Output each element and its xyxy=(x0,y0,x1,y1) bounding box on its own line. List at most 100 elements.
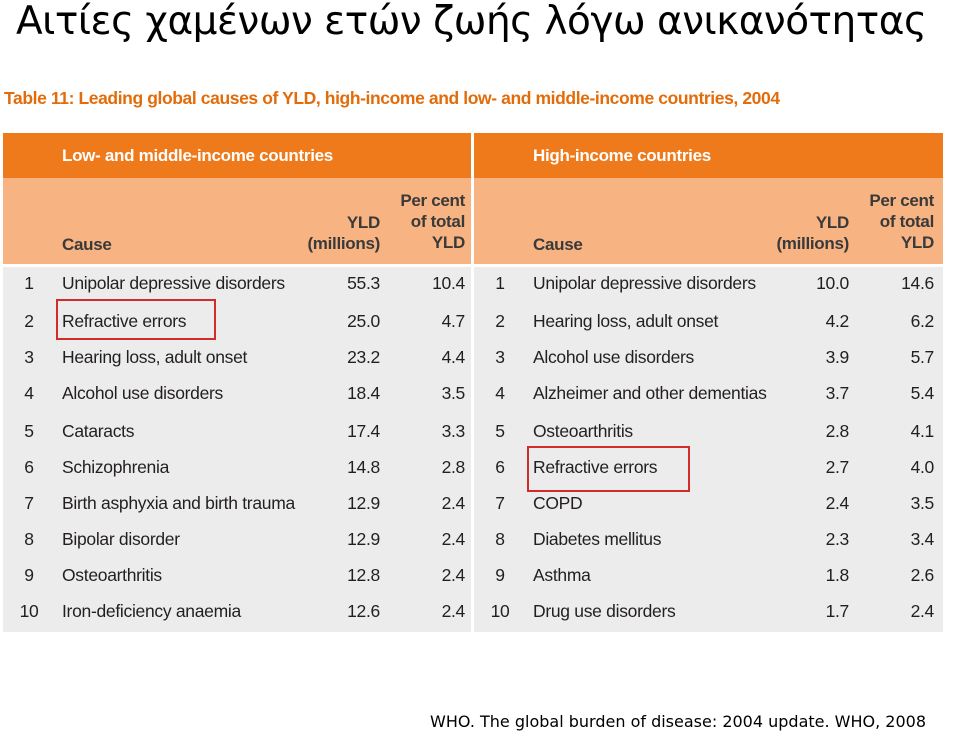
yld-cell: 12.8 xyxy=(347,565,380,585)
header-rule xyxy=(474,264,943,267)
yld-header-line: (millions) xyxy=(307,234,380,253)
rank-cell: 5 xyxy=(495,421,505,441)
rank-cell: 2 xyxy=(24,311,34,331)
percent-header-line: Per cent xyxy=(869,191,934,210)
slide-title: Αιτίες χαμένων ετών ζωής λόγω ανικανότητ… xyxy=(16,0,927,44)
table-row: 9 Osteoarthritis 12.8 2.4 xyxy=(3,563,471,587)
percent-cell: 6.2 xyxy=(910,311,935,331)
yld-column-header: YLD (millions) xyxy=(307,212,380,254)
yld-cell: 3.7 xyxy=(825,383,850,403)
yld-cell: 2.8 xyxy=(825,421,850,441)
rank-cell: 8 xyxy=(24,529,34,549)
cause-cell: Diabetes mellitus xyxy=(533,529,662,549)
cause-cell: Hearing loss, adult onset xyxy=(533,311,719,331)
table-body: 1 Unipolar depressive disorders 10.0 14.6 2 H… xyxy=(474,267,943,632)
percent-cell: 3.5 xyxy=(910,493,935,513)
cause-cell: Alcohol use disorders xyxy=(533,347,695,367)
percent-cell: 3.3 xyxy=(441,421,466,441)
rank-cell: 9 xyxy=(24,565,34,585)
percent-cell: 2.6 xyxy=(910,565,935,585)
cause-cell: Drug use disorders xyxy=(533,601,676,621)
table-row: 6 Refractive errors 2.7 4.0 xyxy=(474,455,943,479)
table-row: 7 COPD 2.4 3.5 xyxy=(474,491,943,515)
table-row: 5 Cataracts 17.4 3.3 xyxy=(3,419,471,443)
yld-cell: 55.3 xyxy=(347,273,380,293)
yld-header-line: YLD xyxy=(815,213,849,232)
yld-cell: 23.2 xyxy=(347,347,380,367)
rank-cell: 10 xyxy=(490,601,510,621)
yld-cell: 14.8 xyxy=(347,457,380,477)
yld-table: Low- and middle-income countries Cause Y… xyxy=(3,133,943,632)
cause-cell: Alzheimer and other dementias xyxy=(533,383,767,403)
percent-cell: 2.4 xyxy=(441,565,466,585)
percent-cell: 4.0 xyxy=(910,457,935,477)
yld-cell: 2.4 xyxy=(825,493,850,513)
cause-cell: Refractive errors xyxy=(62,311,187,331)
cause-cell: Asthma xyxy=(533,565,591,585)
cause-cell: Bipolar disorder xyxy=(62,529,180,549)
table-row: 3 Alcohol use disorders 3.9 5.7 xyxy=(474,345,943,369)
cause-cell: Hearing loss, adult onset xyxy=(62,347,248,367)
percent-header-line: of total xyxy=(410,212,466,231)
header-rule xyxy=(3,264,471,267)
percent-cell: 2.4 xyxy=(441,601,466,621)
cause-cell: Birth asphyxia and birth trauma xyxy=(62,493,295,513)
percent-cell: 5.7 xyxy=(910,347,935,367)
column-headers: Cause YLD (millions) Per cent of total Y… xyxy=(3,178,471,264)
yld-cell: 12.6 xyxy=(347,601,380,621)
cause-cell: Osteoarthritis xyxy=(62,565,162,585)
percent-column-header: Per cent of total YLD xyxy=(869,190,934,253)
cause-cell: Schizophrenia xyxy=(62,457,170,477)
rank-cell: 1 xyxy=(495,273,505,293)
cause-column-header: Cause xyxy=(62,235,112,254)
percent-header-line: of total xyxy=(879,212,935,231)
table-row: 2 Refractive errors 25.0 4.7 xyxy=(3,309,471,333)
refractive-errors-highlight xyxy=(527,446,690,492)
group-header: Low- and middle-income countries xyxy=(3,133,471,178)
cause-cell: Iron-deficiency anaemia xyxy=(62,601,241,621)
rank-cell: 9 xyxy=(495,565,505,585)
percent-cell: 10.4 xyxy=(432,273,465,293)
rank-cell: 3 xyxy=(24,347,34,367)
yld-cell: 12.9 xyxy=(347,529,380,549)
column-headers: Cause YLD (millions) Per cent of total Y… xyxy=(474,178,943,264)
percent-cell: 3.5 xyxy=(441,383,466,403)
yld-cell: 12.9 xyxy=(347,493,380,513)
percent-cell: 5.4 xyxy=(910,383,935,403)
yld-cell: 17.4 xyxy=(347,421,380,441)
table-row: 6 Schizophrenia 14.8 2.8 xyxy=(3,455,471,479)
percent-header-line: YLD xyxy=(431,233,465,252)
rank-cell: 7 xyxy=(24,493,34,513)
percent-cell: 4.7 xyxy=(441,311,466,331)
yld-header-line: YLD xyxy=(346,213,380,232)
cause-cell: Refractive errors xyxy=(533,457,658,477)
cause-cell: COPD xyxy=(533,493,583,513)
cause-column-header: Cause xyxy=(533,235,583,254)
percent-cell: 2.4 xyxy=(910,601,935,621)
rank-cell: 6 xyxy=(495,457,505,477)
cause-cell: Unipolar depressive disorders xyxy=(62,273,285,293)
table-row: 1 Unipolar depressive disorders 55.3 10.4 xyxy=(3,271,471,295)
rank-cell: 5 xyxy=(24,421,34,441)
percent-cell: 2.4 xyxy=(441,493,466,513)
percent-cell: 4.1 xyxy=(910,421,935,441)
cause-cell: Unipolar depressive disorders xyxy=(533,273,756,293)
yld-cell: 3.9 xyxy=(825,347,850,367)
yld-cell: 1.8 xyxy=(825,565,850,585)
rank-cell: 2 xyxy=(495,311,505,331)
yld-cell: 4.2 xyxy=(825,311,850,331)
rank-cell: 6 xyxy=(24,457,34,477)
refractive-errors-highlight xyxy=(56,299,216,340)
low-middle-income-panel: Low- and middle-income countries Cause Y… xyxy=(3,133,471,632)
table-row: 1 Unipolar depressive disorders 10.0 14.6 xyxy=(474,271,943,295)
table-row: 3 Hearing loss, adult onset 23.2 4.4 xyxy=(3,345,471,369)
cause-cell: Osteoarthritis xyxy=(533,421,633,441)
table-row: 7 Birth asphyxia and birth trauma 12.9 2.4 xyxy=(3,491,471,515)
rank-cell: 10 xyxy=(19,601,39,621)
rank-cell: 8 xyxy=(495,529,505,549)
rank-cell: 7 xyxy=(495,493,505,513)
high-income-panel: High-income countries Cause YLD (million… xyxy=(474,133,943,632)
percent-cell: 3.4 xyxy=(910,529,935,549)
table-row: 4 Alzheimer and other dementias 3.7 5.4 xyxy=(474,381,943,405)
table-row: 8 Diabetes mellitus 2.3 3.4 xyxy=(474,527,943,551)
